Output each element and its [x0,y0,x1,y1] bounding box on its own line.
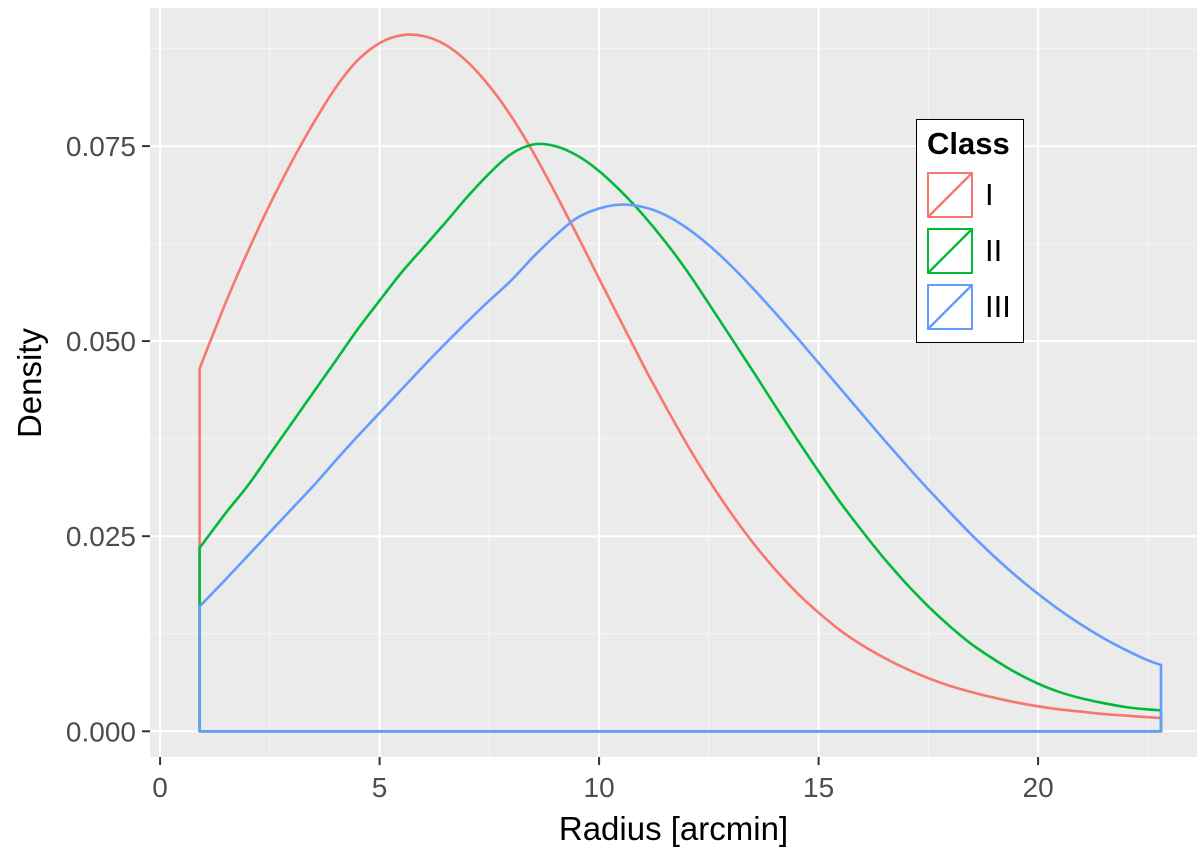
legend-key-diagonal-icon [928,285,972,329]
legend-key-swatch-III [927,284,973,330]
density-curve-I [198,33,1163,733]
x-tick-label: 10 [584,772,615,803]
legend-key-line [928,173,972,217]
legend-label-III: III [985,289,1011,324]
legend-entry-III: III [927,284,1011,330]
y-tick-label: 0.000 [66,716,136,747]
legend-key-line [928,285,972,329]
x-tick-label: 5 [372,772,388,803]
x-tick-label: 15 [803,772,834,803]
legend-key-diagonal-icon [928,173,972,217]
legend: Class I II III [916,119,1024,343]
legend-key-diagonal-icon [928,229,972,273]
y-axis-title: Density [11,327,48,439]
legend-label-I: I [985,177,994,212]
legend-key-line [928,229,972,273]
y-tick-label: 0.075 [66,131,136,162]
plot-panel [150,8,1197,757]
legend-entry-II: II [927,228,1011,274]
legend-entry-I: I [927,172,1011,218]
x-axis-title: Radius [arcmin] [558,810,789,847]
legend-label-II: II [985,233,1003,268]
legend-key-swatch-I [927,172,973,218]
legend-entries: I II III [927,172,1011,330]
density-curve-III [198,203,1163,733]
density-curve-II [198,142,1163,733]
x-tick-label: 0 [152,772,168,803]
x-tick-label: 20 [1023,772,1054,803]
legend-key-swatch-II [927,228,973,274]
y-tick-label: 0.050 [66,326,136,357]
y-tick-label: 0.025 [66,521,136,552]
legend-title: Class [927,126,1010,161]
